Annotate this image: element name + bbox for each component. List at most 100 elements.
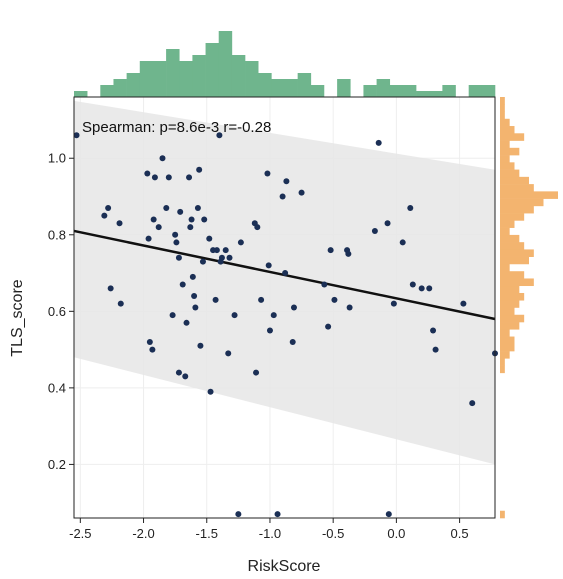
data-point [409, 281, 416, 288]
data-point [375, 139, 382, 146]
y-marginal-bar [500, 191, 558, 199]
data-point [432, 346, 439, 353]
data-point [73, 132, 80, 139]
x-marginal-bar [376, 79, 391, 97]
data-point [194, 204, 201, 211]
x-tick-label: -1.5 [196, 526, 218, 541]
data-point [116, 220, 123, 227]
data-point [390, 300, 397, 307]
y-marginal-bar [500, 147, 520, 156]
y-marginal-bar [500, 220, 515, 228]
data-point [199, 258, 206, 265]
y-marginal-bar [500, 271, 525, 279]
data-point [177, 208, 184, 215]
data-point [430, 327, 437, 334]
y-marginal-bar [500, 307, 515, 316]
y-marginal-bar [500, 111, 505, 120]
data-point [265, 262, 272, 269]
data-point [188, 216, 195, 223]
y-marginal-bar [500, 234, 520, 243]
y-marginal-bar [500, 118, 510, 127]
plot-frame [73, 96, 496, 519]
y-marginal-bar [500, 104, 505, 112]
data-point [192, 304, 199, 311]
x-marginal-bar [389, 85, 404, 97]
data-point [206, 235, 213, 242]
x-marginal-bar [297, 73, 312, 97]
y-tick-label: 1.0 [48, 151, 66, 166]
data-point [173, 239, 180, 246]
data-point [165, 174, 172, 181]
data-point [144, 170, 151, 177]
x-marginal-bar [429, 91, 443, 97]
y-marginal-bar [500, 213, 525, 221]
data-point [150, 216, 157, 223]
data-point [327, 247, 334, 254]
data-point [163, 204, 170, 211]
y-marginal-bar [500, 126, 515, 134]
y-marginal-bar [500, 176, 529, 185]
y-tick-label: 0.2 [48, 457, 66, 472]
data-point [371, 227, 378, 234]
x-marginal-bar [126, 73, 141, 97]
x-marginal-bar [337, 79, 351, 97]
x-marginal-bar [152, 61, 167, 97]
data-point [146, 338, 153, 345]
data-point [231, 312, 238, 319]
data-point [418, 285, 425, 292]
x-marginal-bar [74, 91, 88, 97]
x-marginal-bar [271, 79, 285, 97]
y-marginal-bar [500, 198, 544, 207]
data-point [282, 270, 289, 277]
data-point [426, 285, 433, 292]
x-tick-label: 0.5 [451, 526, 469, 541]
data-point [183, 319, 190, 326]
data-point [225, 350, 232, 357]
data-point [298, 189, 305, 196]
data-point [169, 312, 176, 319]
data-point [226, 254, 233, 261]
data-point [213, 247, 220, 254]
data-point [212, 296, 219, 303]
y-marginal-bar [500, 249, 534, 257]
x-marginal-bar [100, 85, 114, 97]
y-marginal-bar [500, 300, 520, 308]
y-marginal-bar [500, 329, 510, 337]
y-marginal-bar [500, 336, 515, 345]
y-marginal-bar [500, 184, 534, 192]
y-marginal-bar [500, 169, 520, 178]
data-point [279, 193, 286, 200]
data-point [289, 338, 296, 345]
y-marginal-bar [500, 242, 525, 250]
x-axis-label: RiskScore [248, 558, 321, 575]
x-marginal-bar [166, 49, 180, 97]
y-marginal-bar [500, 140, 510, 149]
data-point [290, 304, 297, 311]
x-marginal-bar [179, 61, 193, 97]
data-point [197, 342, 204, 349]
y-marginal-bar [500, 322, 520, 330]
data-point [151, 174, 158, 181]
data-point [191, 293, 198, 300]
data-point [346, 304, 353, 311]
data-point [179, 281, 186, 288]
y-axis-label: TLS_score [9, 279, 26, 356]
y-marginal-bar [500, 155, 510, 163]
data-point [207, 388, 214, 395]
y-marginal-bar [500, 133, 525, 141]
data-point [149, 346, 156, 353]
y-marginal-bar [500, 358, 505, 366]
y-tick-label: 0.6 [48, 304, 66, 319]
data-point [266, 327, 273, 334]
y-marginal-bar [500, 256, 529, 265]
data-point [235, 511, 242, 518]
x-marginal-bar [284, 79, 298, 97]
data-point [270, 312, 277, 319]
data-point [107, 285, 114, 292]
data-point [105, 204, 112, 211]
data-point [460, 300, 467, 307]
x-marginal-bar [363, 85, 377, 97]
y-marginal-bar [500, 314, 525, 323]
data-point [175, 254, 182, 261]
